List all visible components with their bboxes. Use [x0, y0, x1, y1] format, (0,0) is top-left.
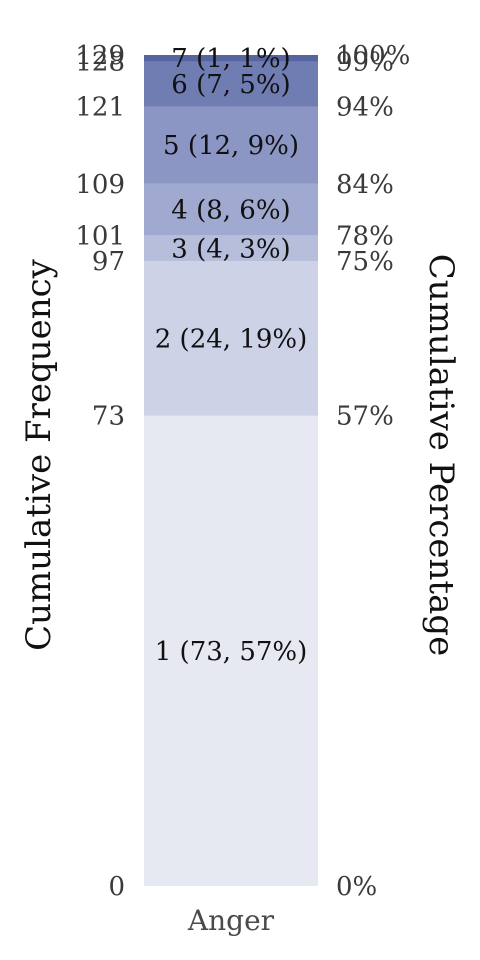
left-tick-101: 101 [75, 221, 125, 251]
right-tick-109: 84% [336, 170, 394, 200]
right-tick-97: 75% [336, 247, 394, 277]
left-axis-title: Cumulative Frequency [19, 258, 59, 651]
segment-label-2: 2 (24, 19%) [155, 324, 308, 354]
bar-segment-6 [144, 61, 318, 107]
bar-segment-2 [144, 261, 318, 416]
left-tick-109: 109 [75, 170, 125, 200]
bar-segment-7 [144, 55, 318, 62]
left-tick-0: 0 [108, 872, 125, 902]
right-axis-title: Cumulative Percentage [421, 254, 461, 656]
segment-labels: 1 (73, 57%) 2 (24, 19%) 3 (4, 3%) 4 (8, 6%)… [155, 44, 308, 667]
bar-segment-5 [144, 106, 318, 184]
segment-label-3: 3 (4, 3%) [171, 234, 290, 264]
bar-segment-4 [144, 183, 318, 236]
segment-label-6: 6 (7, 5%) [171, 70, 290, 100]
left-tick-73: 73 [92, 402, 125, 432]
left-tick-129: 129 [75, 41, 125, 71]
anger-bar [144, 55, 318, 886]
bar-segment-3 [144, 235, 318, 262]
right-tick-121: 94% [336, 93, 394, 123]
bar-segment-1 [144, 415, 318, 886]
left-tick-121: 121 [75, 93, 125, 123]
right-axis-ticks: 0% 57% 75%78% 84% 94% 99%100% [336, 41, 410, 902]
segment-label-4: 4 (8, 6%) [171, 196, 290, 226]
left-tick-128: 128 [75, 47, 125, 77]
right-tick-129: 100% [336, 41, 410, 71]
left-tick-97: 97 [92, 247, 125, 277]
segment-label-7: 7 (1, 1%) [171, 44, 290, 74]
right-tick-0: 0% [336, 872, 377, 902]
segment-label-1: 1 (73, 57%) [155, 637, 308, 667]
right-tick-73: 57% [336, 402, 394, 432]
right-tick-101: 78% [336, 221, 394, 251]
category-label-anger: Anger [187, 904, 275, 937]
right-tick-128: 99% [336, 47, 394, 77]
segment-label-5: 5 (12, 9%) [163, 131, 299, 161]
